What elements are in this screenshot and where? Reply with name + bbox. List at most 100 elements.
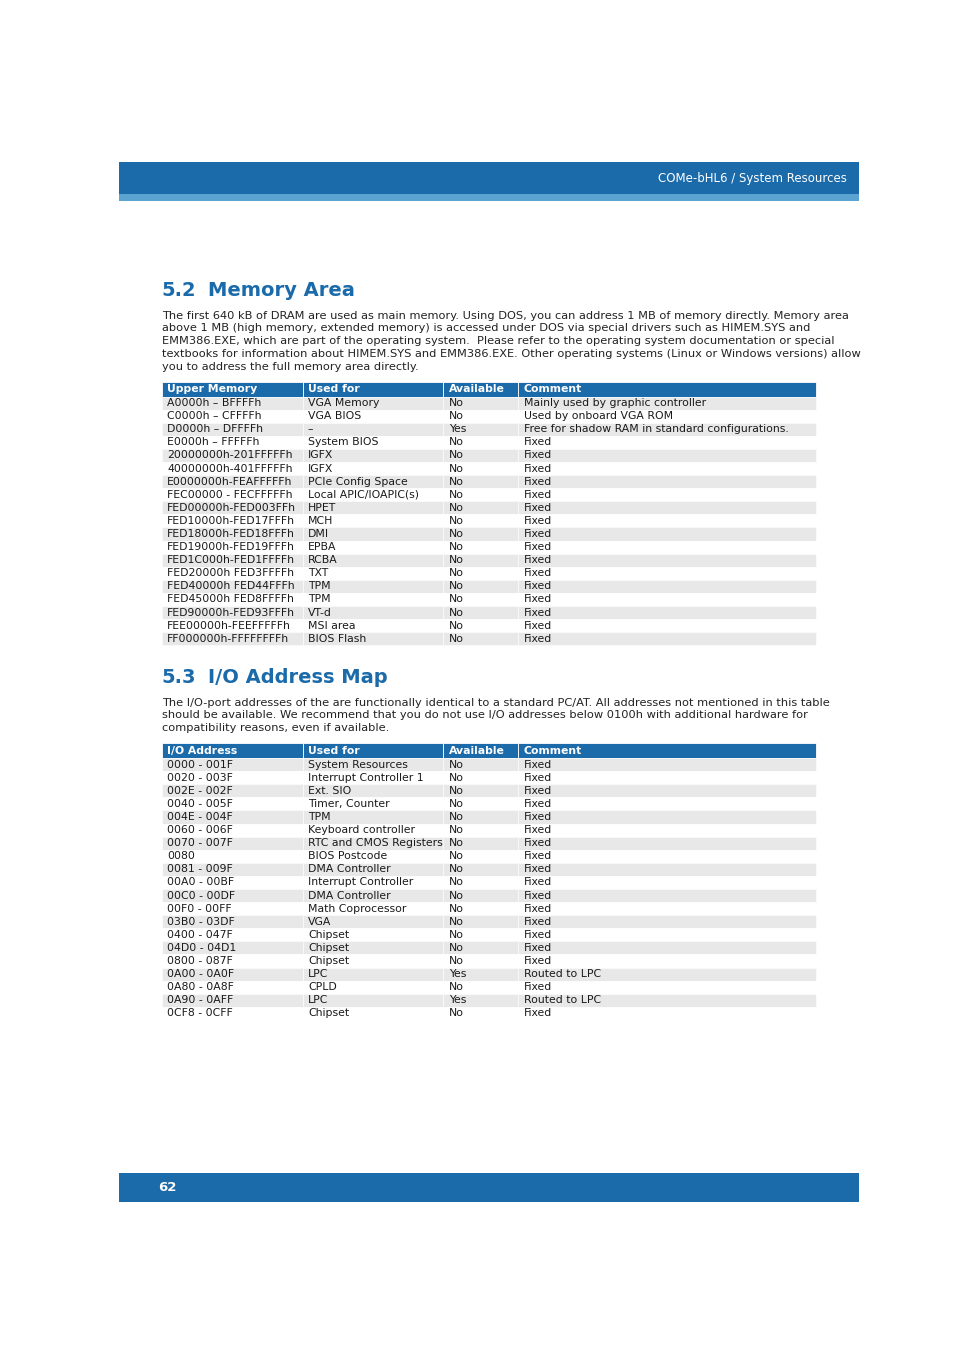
Bar (162, 797, 302, 811)
Text: TPM: TPM (308, 812, 330, 821)
Bar (162, 409, 302, 423)
Text: No: No (448, 516, 463, 526)
Text: Fixed: Fixed (523, 943, 552, 952)
Text: 004E - 004F: 004E - 004F (167, 812, 233, 821)
Text: No: No (448, 477, 463, 486)
Bar (162, 863, 302, 875)
Bar (162, 449, 302, 462)
Bar (517, 836, 815, 850)
Text: Yes: Yes (448, 424, 465, 434)
Bar (302, 515, 443, 527)
Bar (302, 836, 443, 850)
Text: No: No (448, 490, 463, 500)
Text: Available: Available (448, 384, 504, 394)
Bar (443, 758, 517, 771)
Bar (162, 619, 302, 632)
Bar (162, 771, 302, 785)
Bar (302, 423, 443, 436)
Bar (443, 863, 517, 875)
Bar (517, 850, 815, 863)
Text: I/O Address Map: I/O Address Map (208, 669, 388, 688)
Text: No: No (448, 450, 463, 461)
Bar (302, 902, 443, 915)
Bar (302, 462, 443, 476)
Text: The I/O-port addresses of the are functionally identical to a standard PC/AT. Al: The I/O-port addresses of the are functi… (162, 697, 829, 708)
Text: Fixed: Fixed (523, 890, 552, 901)
Bar (443, 423, 517, 436)
Text: should be available. We recommend that you do not use I/O addresses below 0100h : should be available. We recommend that y… (162, 711, 807, 720)
Bar (162, 785, 302, 797)
Bar (517, 875, 815, 889)
Text: Fixed: Fixed (523, 825, 552, 835)
Bar (443, 954, 517, 967)
Text: Fixed: Fixed (523, 490, 552, 500)
Text: 002E - 002F: 002E - 002F (167, 786, 233, 796)
Text: No: No (448, 865, 463, 874)
Bar (443, 875, 517, 889)
Text: FED1C000h-FED1FFFFh: FED1C000h-FED1FFFFh (167, 555, 295, 565)
Bar (443, 382, 517, 397)
Bar (302, 850, 443, 863)
Text: Used for: Used for (308, 384, 359, 394)
Bar (443, 409, 517, 423)
Text: Timer, Counter: Timer, Counter (308, 798, 389, 809)
Bar (302, 967, 443, 981)
Text: –: – (308, 424, 314, 434)
Bar (162, 811, 302, 824)
Bar (443, 619, 517, 632)
Text: No: No (448, 594, 463, 604)
Bar (517, 449, 815, 462)
Bar (443, 449, 517, 462)
Bar (302, 954, 443, 967)
Bar (162, 527, 302, 540)
Bar (302, 397, 443, 409)
Bar (162, 850, 302, 863)
Text: No: No (448, 904, 463, 913)
Text: No: No (448, 877, 463, 888)
Bar (162, 462, 302, 476)
Text: 5.3: 5.3 (162, 669, 196, 688)
Text: System BIOS: System BIOS (308, 438, 378, 447)
Bar (162, 567, 302, 580)
Text: Fixed: Fixed (523, 555, 552, 565)
Text: Yes: Yes (448, 996, 465, 1005)
Text: 0A00 - 0A0F: 0A00 - 0A0F (167, 969, 234, 979)
Bar (443, 902, 517, 915)
Text: 0CF8 - 0CFF: 0CF8 - 0CFF (167, 1008, 233, 1019)
Bar (443, 1006, 517, 1020)
Text: No: No (448, 542, 463, 553)
Bar (119, 195, 858, 200)
Bar (302, 488, 443, 501)
Bar (162, 954, 302, 967)
Bar (517, 915, 815, 928)
Text: FED40000h FED44FFFh: FED40000h FED44FFFh (167, 581, 294, 592)
Text: Fixed: Fixed (523, 516, 552, 526)
Text: No: No (448, 786, 463, 796)
Text: CPLD: CPLD (308, 982, 336, 992)
Bar (162, 981, 302, 994)
Text: No: No (448, 929, 463, 940)
Text: FED00000h-FED003FFh: FED00000h-FED003FFh (167, 503, 296, 513)
Text: Used for: Used for (308, 746, 359, 755)
Text: Fixed: Fixed (523, 982, 552, 992)
Bar (443, 488, 517, 501)
Text: IGFX: IGFX (308, 450, 333, 461)
Text: Fixed: Fixed (523, 530, 552, 539)
Bar (517, 409, 815, 423)
Bar (162, 423, 302, 436)
Text: No: No (448, 825, 463, 835)
Bar (443, 994, 517, 1006)
Bar (162, 554, 302, 567)
Text: Routed to LPC: Routed to LPC (523, 969, 600, 979)
Bar (302, 875, 443, 889)
Text: No: No (448, 608, 463, 617)
Text: you to address the full memory area directly.: you to address the full memory area dire… (162, 362, 418, 372)
Bar (162, 994, 302, 1006)
Bar (517, 397, 815, 409)
Text: 03B0 - 03DF: 03B0 - 03DF (167, 917, 234, 927)
Bar (517, 785, 815, 797)
Bar (162, 382, 302, 397)
Text: VGA BIOS: VGA BIOS (308, 411, 361, 422)
Bar (302, 593, 443, 607)
Bar (443, 836, 517, 850)
